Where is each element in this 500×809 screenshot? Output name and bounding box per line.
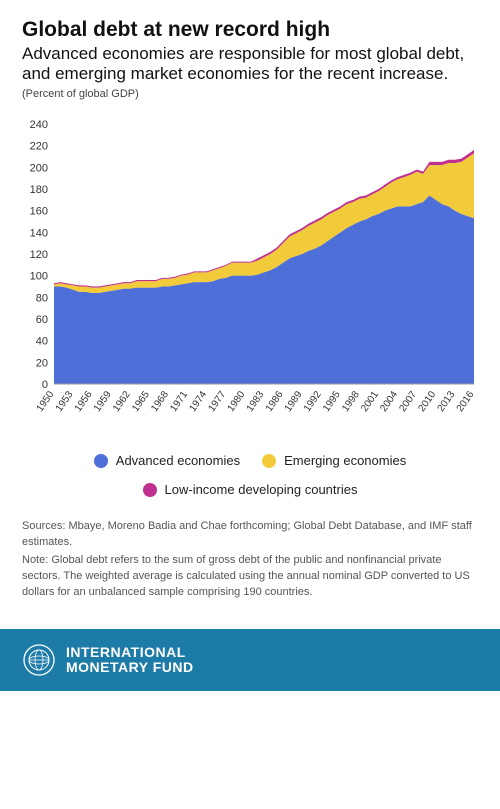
svg-text:200: 200 [30, 163, 48, 175]
svg-text:240: 240 [30, 119, 48, 131]
svg-text:2001: 2001 [359, 389, 381, 414]
svg-text:1983: 1983 [245, 389, 267, 414]
svg-text:2007: 2007 [397, 389, 419, 414]
svg-text:1971: 1971 [168, 389, 190, 414]
footer-logo: INTERNATIONAL MONETARY FUND [22, 643, 194, 677]
legend-label-emerging: Emerging economies [284, 453, 406, 468]
svg-text:1992: 1992 [302, 389, 324, 414]
svg-text:160: 160 [30, 206, 48, 218]
note-line: Note: Global debt refers to the sum of g… [22, 553, 478, 601]
legend-item-lowincome: Low-income developing countries [22, 482, 478, 497]
chart-container: 0204060801001201401601802002202401950195… [22, 118, 478, 443]
svg-text:1959: 1959 [92, 389, 114, 414]
legend-label-lowincome: Low-income developing countries [165, 482, 358, 497]
svg-text:220: 220 [30, 141, 48, 153]
svg-text:1989: 1989 [283, 389, 305, 414]
source-line: Sources: Mbaye, Moreno Badia and Chae fo… [22, 519, 478, 551]
footer-org-name: INTERNATIONAL MONETARY FUND [66, 645, 194, 674]
svg-text:120: 120 [30, 249, 48, 261]
svg-text:1968: 1968 [149, 389, 171, 414]
svg-text:60: 60 [36, 314, 48, 326]
svg-text:100: 100 [30, 271, 48, 283]
content-area: Global debt at new record high Advanced … [0, 0, 500, 615]
svg-text:1995: 1995 [321, 389, 343, 414]
svg-text:2010: 2010 [417, 389, 439, 414]
legend-label-advanced: Advanced economies [116, 453, 240, 468]
svg-text:40: 40 [36, 336, 48, 348]
svg-text:1980: 1980 [226, 389, 248, 414]
source-notes: Sources: Mbaye, Moreno Badia and Chae fo… [22, 519, 478, 601]
svg-text:1998: 1998 [340, 389, 362, 414]
svg-text:80: 80 [36, 293, 48, 305]
svg-text:180: 180 [30, 184, 48, 196]
svg-text:2016: 2016 [455, 389, 477, 414]
legend-item-advanced: Advanced economies [94, 453, 240, 468]
stacked-area-chart: 0204060801001201401601802002202401950195… [22, 118, 478, 438]
legend: Advanced economies Emerging economies Lo… [22, 453, 478, 497]
legend-dot-advanced [94, 454, 108, 468]
footer-org-line2: MONETARY FUND [66, 660, 194, 675]
page: Global debt at new record high Advanced … [0, 0, 500, 691]
legend-dot-emerging [262, 454, 276, 468]
svg-text:1986: 1986 [264, 389, 286, 414]
svg-text:1956: 1956 [73, 389, 95, 414]
chart-title: Global debt at new record high [22, 18, 478, 42]
footer-bar: INTERNATIONAL MONETARY FUND [0, 629, 500, 691]
svg-text:2013: 2013 [436, 389, 458, 414]
svg-text:1950: 1950 [35, 389, 57, 414]
footer-org-line1: INTERNATIONAL [66, 645, 194, 660]
svg-text:2004: 2004 [378, 389, 400, 414]
imf-seal-icon [22, 643, 56, 677]
svg-text:1965: 1965 [130, 389, 152, 414]
svg-text:1962: 1962 [111, 389, 133, 414]
svg-text:1974: 1974 [187, 389, 209, 414]
chart-subtitle: Advanced economies are responsible for m… [22, 44, 478, 84]
svg-text:20: 20 [36, 358, 48, 370]
svg-text:1953: 1953 [54, 389, 76, 414]
svg-text:140: 140 [30, 228, 48, 240]
svg-text:1977: 1977 [207, 389, 229, 414]
chart-unit: (Percent of global GDP) [22, 88, 478, 100]
legend-dot-lowincome [143, 483, 157, 497]
legend-item-emerging: Emerging economies [262, 453, 406, 468]
